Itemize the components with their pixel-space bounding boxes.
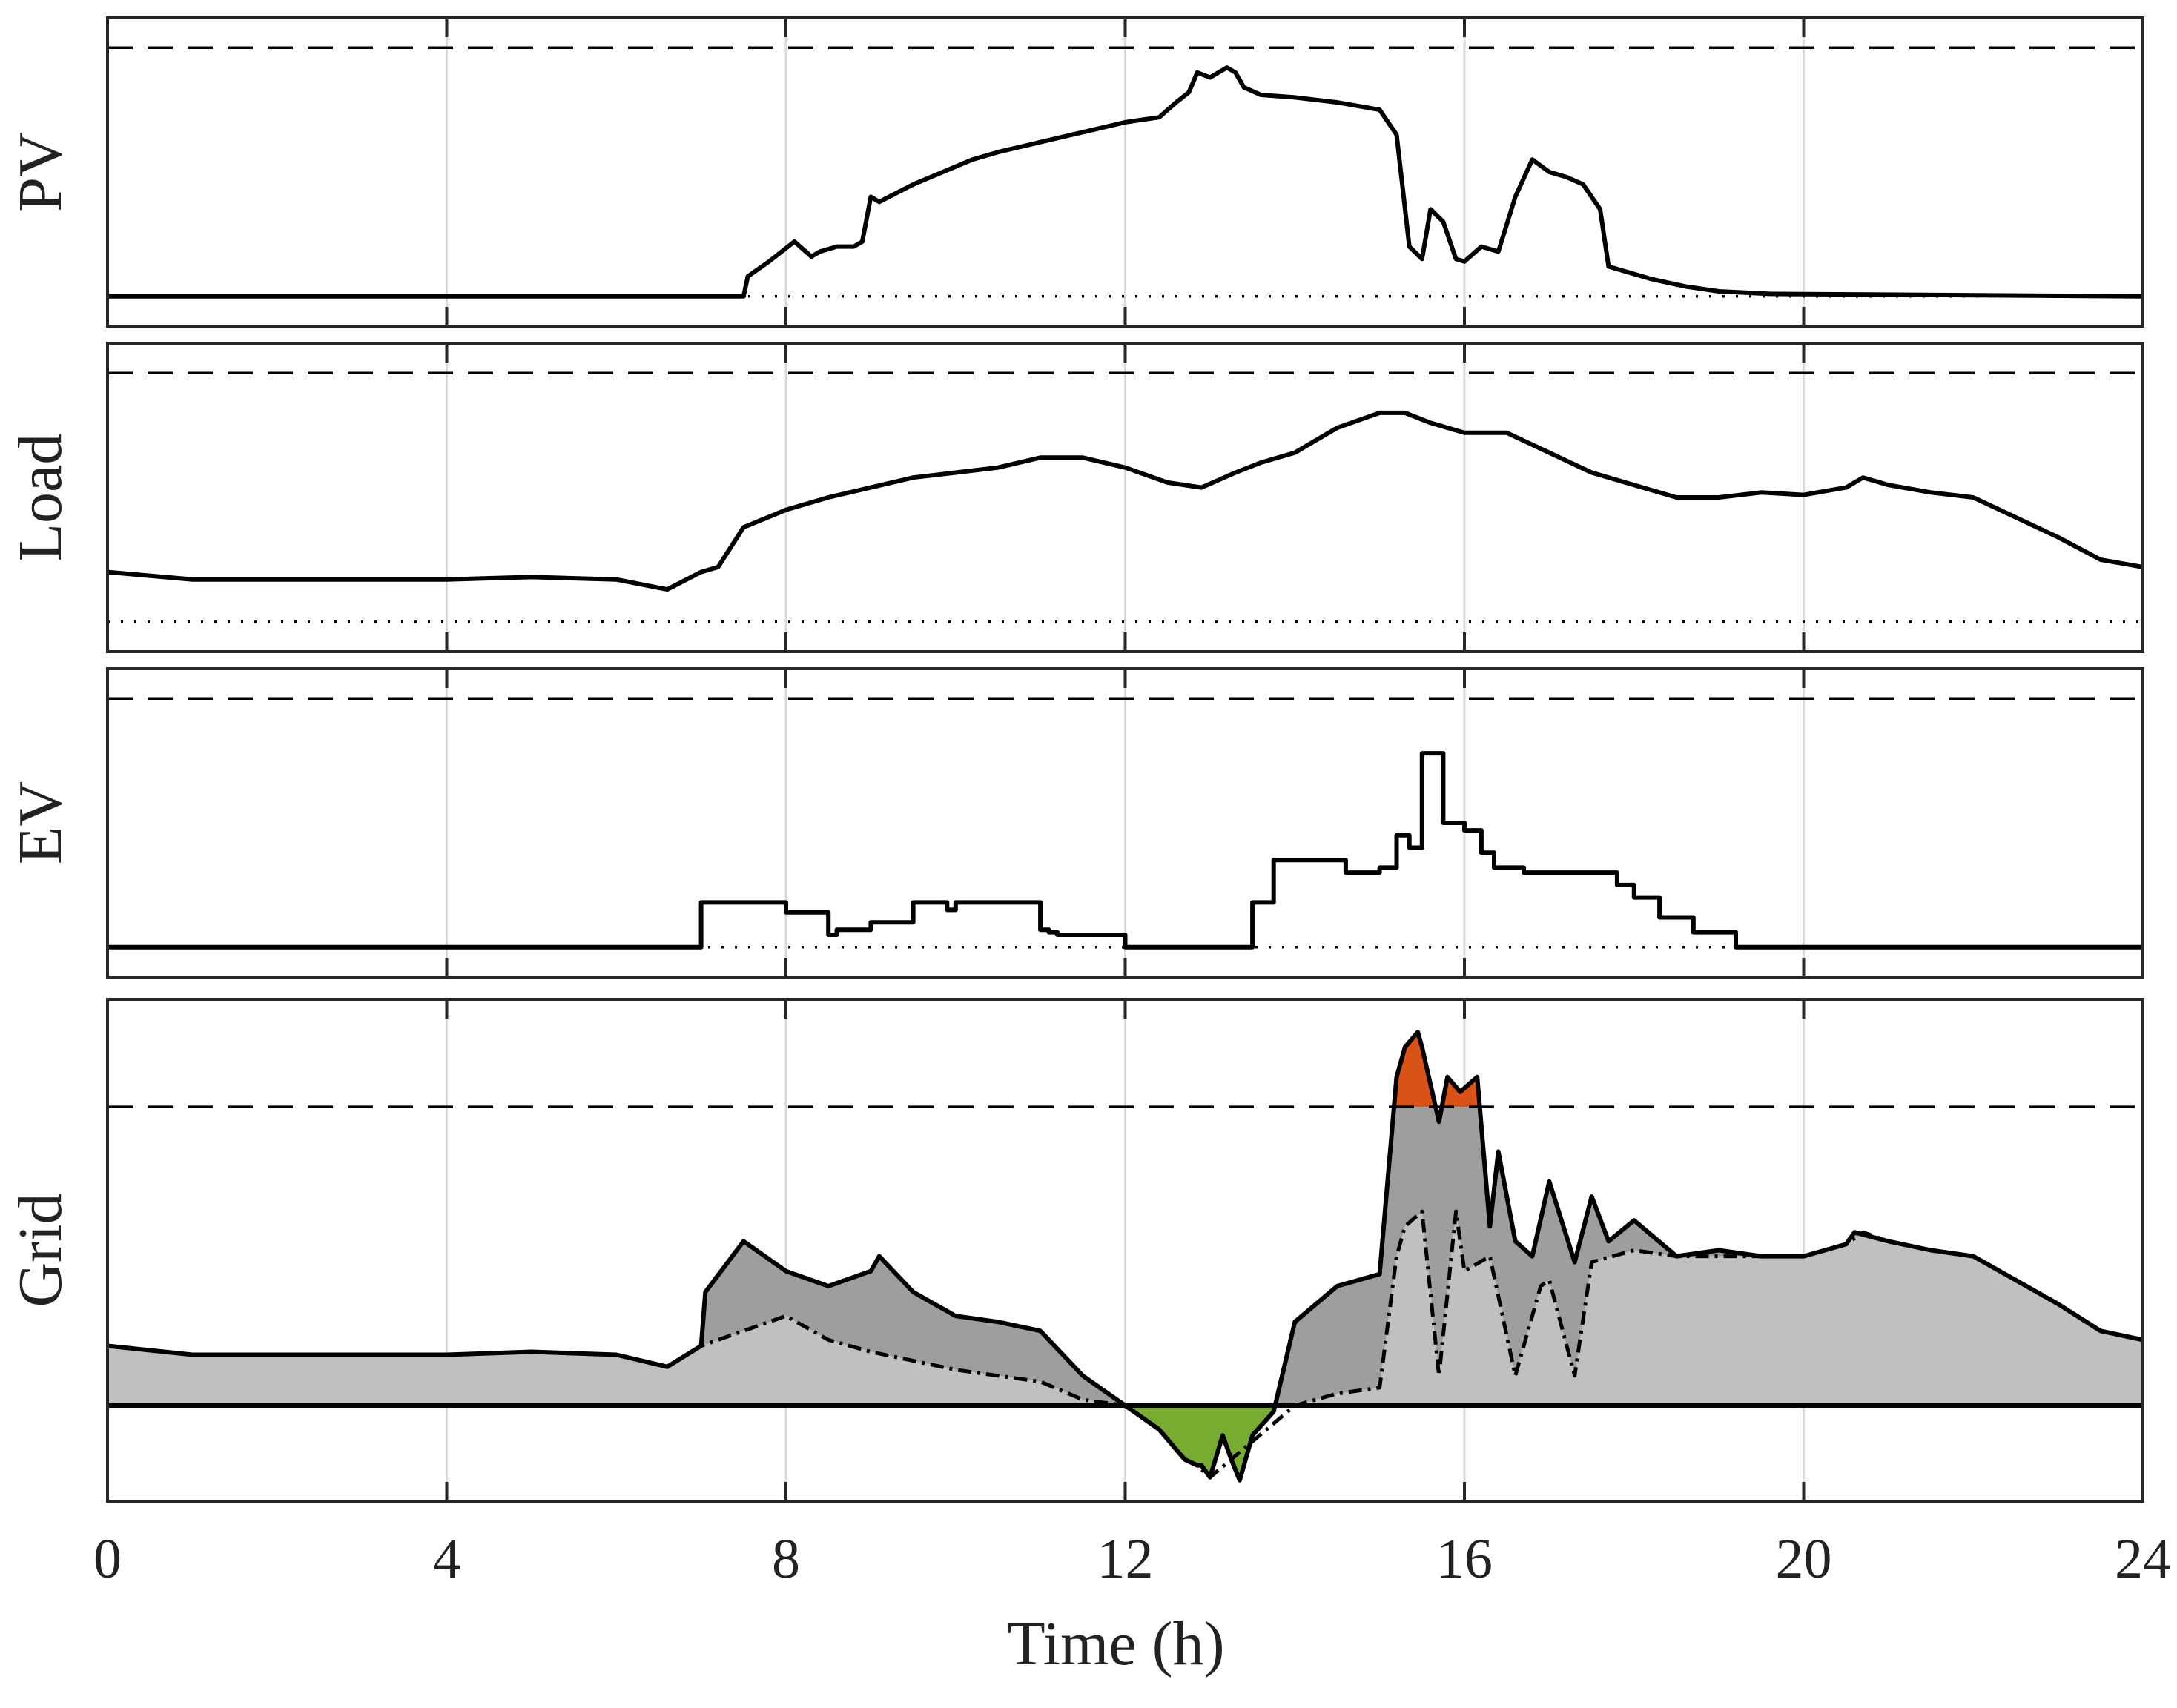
x-axis-title: Time (h) xyxy=(1007,1609,1224,1678)
panel-ylabel: Load xyxy=(6,434,75,562)
panel-ylabel: EV xyxy=(6,781,75,864)
panel-ev: EV xyxy=(6,667,2144,979)
series-line-ev xyxy=(108,751,2143,950)
x-tick-label: 8 xyxy=(772,1528,800,1590)
panel-ylabel: Grid xyxy=(6,1194,75,1308)
panel-load: Load xyxy=(6,342,2144,653)
series-line-total xyxy=(107,1030,2144,1483)
chart-panels: PV Load EV Grid xyxy=(6,16,2144,1503)
x-tick-label: 4 xyxy=(433,1528,461,1590)
panel-ylabel: PV xyxy=(6,132,75,211)
panel-pv: PV xyxy=(6,16,2144,328)
x-tick-label: 24 xyxy=(2115,1528,2171,1590)
panel-grid: Grid xyxy=(6,998,2144,1503)
x-tick-label: 0 xyxy=(93,1528,122,1590)
x-tick-label: 12 xyxy=(1097,1528,1154,1590)
x-tick-label: 16 xyxy=(1436,1528,1493,1590)
x-tick-label: 20 xyxy=(1776,1528,1832,1590)
x-tick-labels: 0 4 8 12 16 20 24 xyxy=(93,1528,2171,1590)
series-line-pv xyxy=(108,65,2144,299)
series-line-no_ev xyxy=(107,1209,2144,1480)
series-line-load xyxy=(107,410,2144,592)
